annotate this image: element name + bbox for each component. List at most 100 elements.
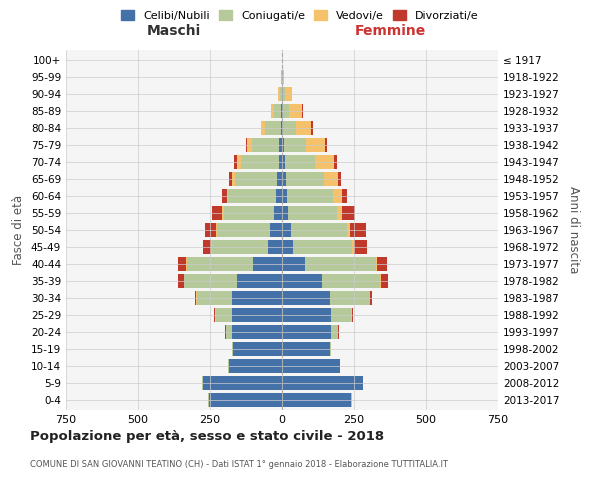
Bar [282,104,283,118]
Bar [282,206,289,220]
Bar [279,138,282,152]
Bar [282,308,331,322]
Bar [380,274,381,288]
Bar [265,121,281,136]
Bar [281,121,282,136]
Bar [271,223,282,237]
Bar [282,240,293,254]
Bar [214,308,215,322]
Bar [221,189,227,204]
Bar [278,87,280,102]
Text: Femmine: Femmine [355,24,425,38]
Bar [271,104,274,118]
Bar [282,392,351,407]
Bar [287,189,333,204]
Y-axis label: Anni di nascita: Anni di nascita [568,186,580,274]
Bar [235,172,277,186]
Bar [296,121,311,136]
Bar [331,308,351,322]
Bar [261,121,265,136]
Text: Maschi: Maschi [147,24,201,38]
Bar [203,240,211,254]
Bar [282,223,290,237]
Bar [232,324,282,339]
Bar [282,121,283,136]
Bar [241,155,278,170]
Bar [217,223,271,237]
Bar [282,155,285,170]
Bar [275,189,282,204]
Bar [282,290,329,305]
Bar [285,155,315,170]
Bar [286,172,324,186]
Bar [283,70,284,84]
Bar [216,308,232,322]
Bar [187,256,253,271]
Bar [282,138,284,152]
Bar [232,290,282,305]
Y-axis label: Fasce di età: Fasce di età [13,195,25,265]
Bar [289,104,302,118]
Bar [197,290,232,305]
Bar [376,256,377,271]
Bar [325,138,327,152]
Bar [232,308,282,322]
Legend: Celibi/Nubili, Coniugati/e, Vedovi/e, Divorziati/e: Celibi/Nubili, Coniugati/e, Vedovi/e, Di… [117,6,483,25]
Bar [280,87,282,102]
Bar [283,87,285,102]
Bar [284,138,306,152]
Bar [205,223,217,237]
Bar [253,256,282,271]
Bar [212,240,268,254]
Bar [184,274,238,288]
Bar [238,274,282,288]
Bar [352,240,354,254]
Bar [283,104,289,118]
Bar [337,206,343,220]
Bar [331,324,338,339]
Bar [212,206,222,220]
Bar [282,376,362,390]
Bar [232,172,235,186]
Bar [229,172,232,186]
Bar [350,223,365,237]
Bar [282,172,286,186]
Bar [178,274,184,288]
Bar [377,256,387,271]
Bar [282,274,322,288]
Bar [289,206,337,220]
Bar [252,138,279,152]
Bar [293,240,352,254]
Bar [343,206,355,220]
Bar [381,274,388,288]
Bar [228,189,275,204]
Bar [222,206,224,220]
Bar [322,274,380,288]
Bar [282,189,287,204]
Bar [282,358,340,373]
Bar [277,172,282,186]
Bar [235,155,237,170]
Bar [334,155,337,170]
Bar [285,87,292,102]
Bar [203,376,282,390]
Bar [227,189,228,204]
Bar [226,324,232,339]
Bar [354,240,367,254]
Bar [233,342,282,356]
Bar [305,256,376,271]
Bar [333,189,342,204]
Bar [229,358,282,373]
Bar [178,256,187,271]
Bar [329,342,331,356]
Bar [274,104,281,118]
Bar [237,155,241,170]
Bar [247,138,252,152]
Text: COMUNE DI SAN GIOVANNI TEATINO (CH) - Dati ISTAT 1° gennaio 2018 - Elaborazione : COMUNE DI SAN GIOVANNI TEATINO (CH) - Da… [30,460,448,469]
Bar [209,392,282,407]
Bar [224,206,274,220]
Bar [232,342,233,356]
Bar [278,155,282,170]
Text: Popolazione per età, sesso e stato civile - 2018: Popolazione per età, sesso e stato civil… [30,430,384,443]
Bar [347,223,350,237]
